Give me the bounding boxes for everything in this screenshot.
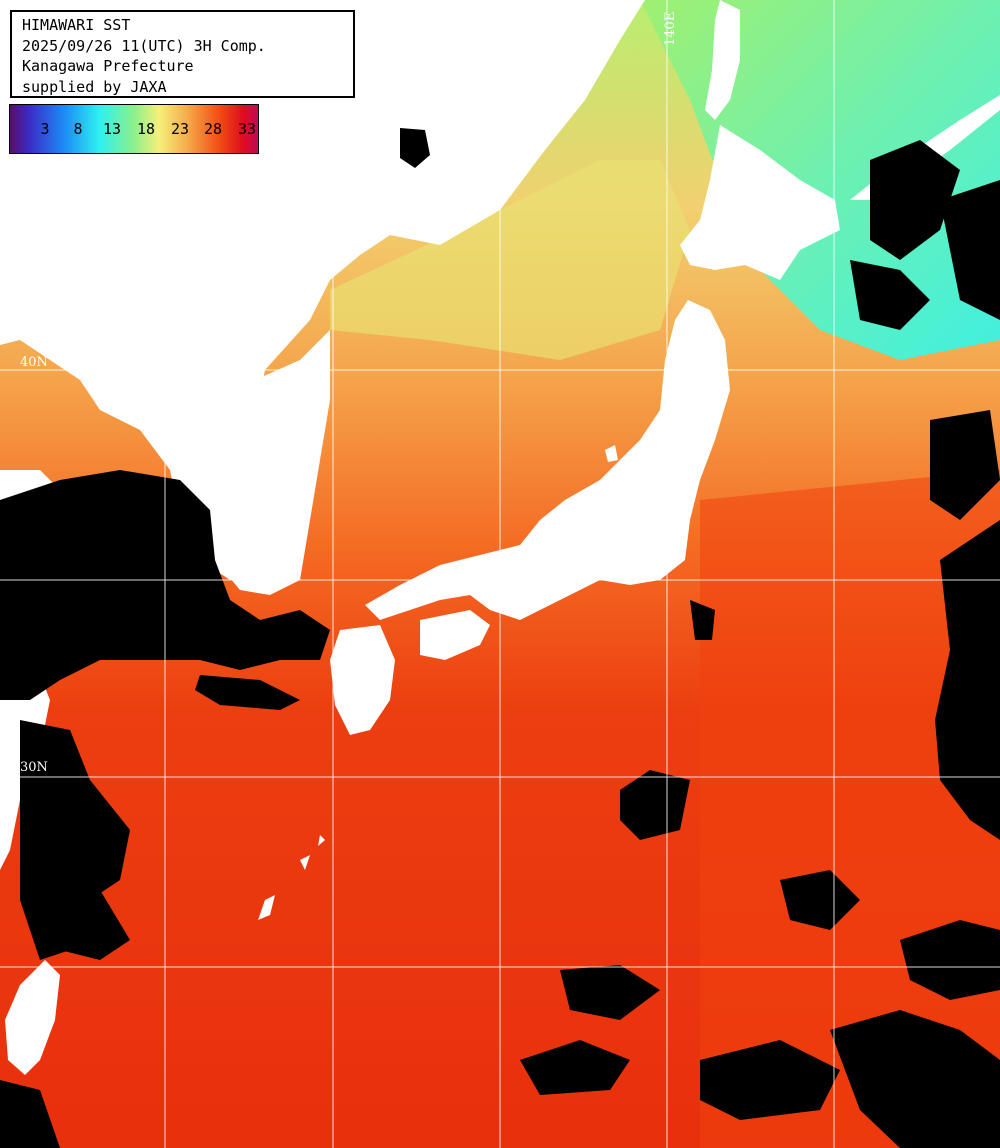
credit: supplied by JAXA — [22, 77, 167, 96]
land-sakhalin — [705, 0, 740, 120]
legend-label: 18 — [136, 120, 156, 138]
latitude-label-30n: 30N — [20, 760, 48, 775]
land-korea — [215, 330, 330, 595]
cloud-cover — [0, 128, 1000, 1148]
land-taiwan — [5, 960, 60, 1075]
legend-label: 8 — [73, 120, 83, 138]
longitude-label-140e: 140E — [663, 11, 678, 46]
cool-water-sea-of-japan — [330, 160, 690, 360]
land-shikoku — [420, 610, 490, 660]
land-honshu — [365, 300, 730, 620]
product-title: HIMAWARI SST — [22, 16, 131, 34]
color-scale-legend: 3 8 13 18 23 28 33 — [9, 104, 259, 154]
legend-label: 33 — [237, 120, 257, 138]
latitude-label-40n: 40N — [20, 355, 48, 370]
land-sado — [605, 445, 618, 462]
legend-label: 28 — [203, 120, 223, 138]
land-ryukyu — [258, 835, 325, 920]
timestamp: 2025/09/26 11(UTC) 3H Comp. — [22, 36, 266, 55]
region-name: Kanagawa Prefecture — [22, 57, 194, 75]
info-box: HIMAWARI SST 2025/09/26 11(UTC) 3H Comp.… — [10, 10, 355, 98]
land-hokkaido — [680, 125, 840, 280]
legend-label: 13 — [102, 120, 122, 138]
legend-label: 23 — [170, 120, 190, 138]
legend-label: 3 — [40, 120, 50, 138]
land-kyushu — [330, 625, 395, 735]
